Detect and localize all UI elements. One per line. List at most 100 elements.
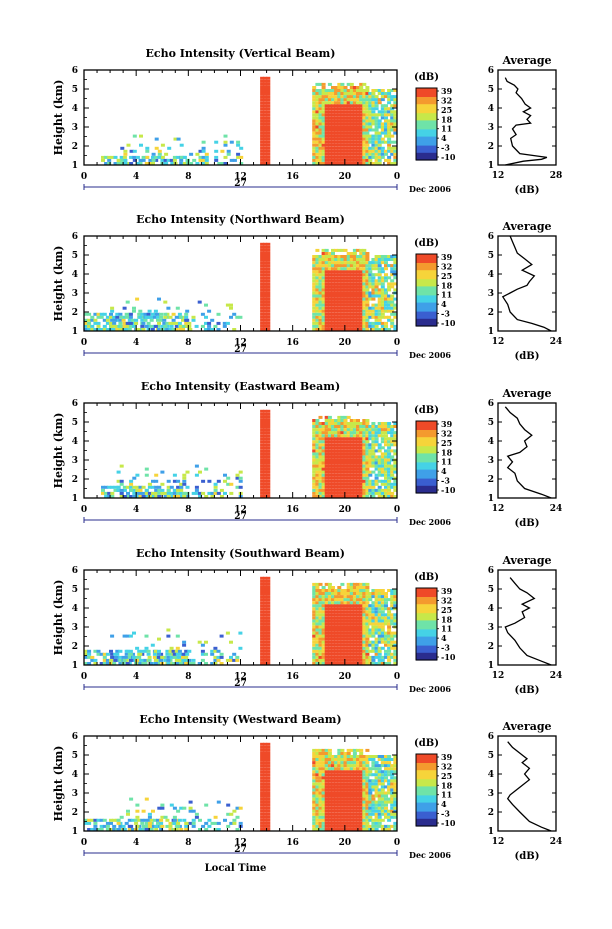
colorbar-segment — [416, 304, 437, 307]
heatmap-cell — [321, 440, 326, 444]
heatmap-cell — [384, 649, 388, 653]
heatmap-cell — [324, 125, 329, 129]
heatmap-cell — [371, 155, 376, 159]
heatmap-cell — [352, 610, 357, 614]
heatmap-cell — [200, 312, 205, 316]
heatmap-cell — [321, 491, 326, 495]
heatmap-cell — [362, 607, 367, 611]
heatmap-cell — [346, 437, 351, 441]
heatmap-cell — [371, 616, 376, 620]
heatmap-cell — [356, 434, 360, 438]
heatmap-cell — [188, 809, 193, 813]
heatmap-cell — [368, 437, 373, 441]
heatmap-cell — [352, 146, 357, 150]
heatmap-cell — [346, 797, 351, 801]
heatmap-cell — [315, 270, 320, 274]
heatmap-cell — [334, 431, 339, 435]
heatmap-cell — [147, 655, 152, 659]
heatmap-cell — [266, 162, 271, 165]
heatmap-cell — [356, 116, 360, 120]
panel-3: Echo Intensity (Southward Beam)123456Hei… — [52, 547, 562, 696]
heatmap-cell — [387, 662, 392, 665]
heatmap-cell — [337, 649, 342, 653]
heatmap-cell — [334, 309, 339, 313]
profile-x-label: (dB) — [515, 685, 540, 696]
heatmap-cell — [337, 303, 342, 307]
heatmap-cell — [263, 279, 268, 283]
heatmap-cell — [331, 476, 335, 480]
heatmap-cell — [266, 488, 271, 492]
heatmap-cell — [263, 464, 268, 468]
heatmap-cell — [188, 328, 193, 331]
heatmap-cell — [349, 137, 354, 141]
heatmap-cell — [229, 140, 234, 144]
heatmap-cell — [232, 818, 237, 822]
heatmap-cell — [365, 92, 370, 95]
y-tick-label: 6 — [72, 66, 78, 76]
heatmap-cell — [229, 315, 233, 319]
heatmap-cell — [340, 622, 345, 626]
heatmap-cell — [380, 116, 385, 120]
heatmap-cell — [331, 470, 335, 474]
heatmap-cell — [266, 622, 271, 626]
heatmap-cell — [104, 485, 109, 489]
heatmap-cell — [125, 321, 130, 325]
heatmap-cell — [321, 598, 326, 602]
heatmap-cell — [390, 267, 395, 271]
heatmap-cell — [137, 312, 142, 316]
heatmap-cell — [362, 279, 367, 283]
heatmap-cell — [318, 658, 323, 662]
x-tick-label: 4 — [133, 338, 139, 348]
heatmap-cell — [374, 315, 379, 319]
heatmap-cell — [346, 809, 351, 813]
heatmap-cell — [129, 495, 134, 498]
colorbar-segment — [416, 629, 437, 632]
heatmap-cell — [87, 662, 92, 665]
heatmap-cell — [110, 309, 115, 313]
heatmap-cell — [356, 137, 360, 141]
heatmap-cell — [327, 779, 332, 783]
heatmap-cell — [340, 113, 345, 117]
heatmap-cell — [337, 255, 342, 258]
heatmap-cell — [359, 285, 364, 289]
heatmap-cell — [334, 101, 339, 105]
heatmap-cell — [352, 110, 357, 114]
heatmap-cell — [371, 634, 376, 638]
colorbar-segment — [416, 620, 437, 623]
heatmap-cell — [384, 122, 388, 126]
heatmap-cell — [260, 794, 265, 798]
heatmap-cell — [387, 146, 392, 150]
heatmap-cell — [352, 321, 357, 325]
heatmap-cell — [331, 755, 335, 758]
heatmap-cell — [340, 610, 345, 614]
heatmap-cell — [356, 589, 360, 592]
heatmap-cell — [365, 107, 370, 111]
heatmap-cell — [352, 649, 357, 653]
heatmap-cell — [352, 248, 357, 252]
heatmap-cell — [324, 98, 329, 102]
colorbar-segment — [416, 151, 437, 154]
heatmap-cell — [324, 803, 329, 807]
heatmap-cell — [359, 452, 364, 456]
heatmap-cell — [380, 270, 385, 274]
heatmap-cell — [343, 419, 348, 422]
heatmap-cell — [349, 107, 354, 111]
heatmap-cell — [235, 658, 240, 662]
heatmap-cell — [115, 649, 120, 653]
heatmap-cell — [145, 146, 150, 150]
heatmap-cell — [260, 92, 265, 95]
heatmap-cell — [315, 255, 320, 258]
colorbar-segment — [416, 636, 437, 639]
heatmap-cell — [374, 155, 379, 159]
heatmap-cell — [132, 306, 136, 310]
heatmap-cell — [337, 446, 342, 450]
heatmap-cell — [324, 470, 329, 474]
heatmap-cell — [118, 312, 123, 316]
heatmap-cell — [343, 482, 348, 486]
heatmap-cell — [362, 461, 367, 465]
heatmap-cell — [204, 803, 209, 807]
heatmap-cell — [331, 625, 335, 629]
heatmap-cell — [352, 643, 357, 647]
heatmap-cell — [374, 255, 379, 258]
heatmap-cell — [346, 282, 351, 286]
